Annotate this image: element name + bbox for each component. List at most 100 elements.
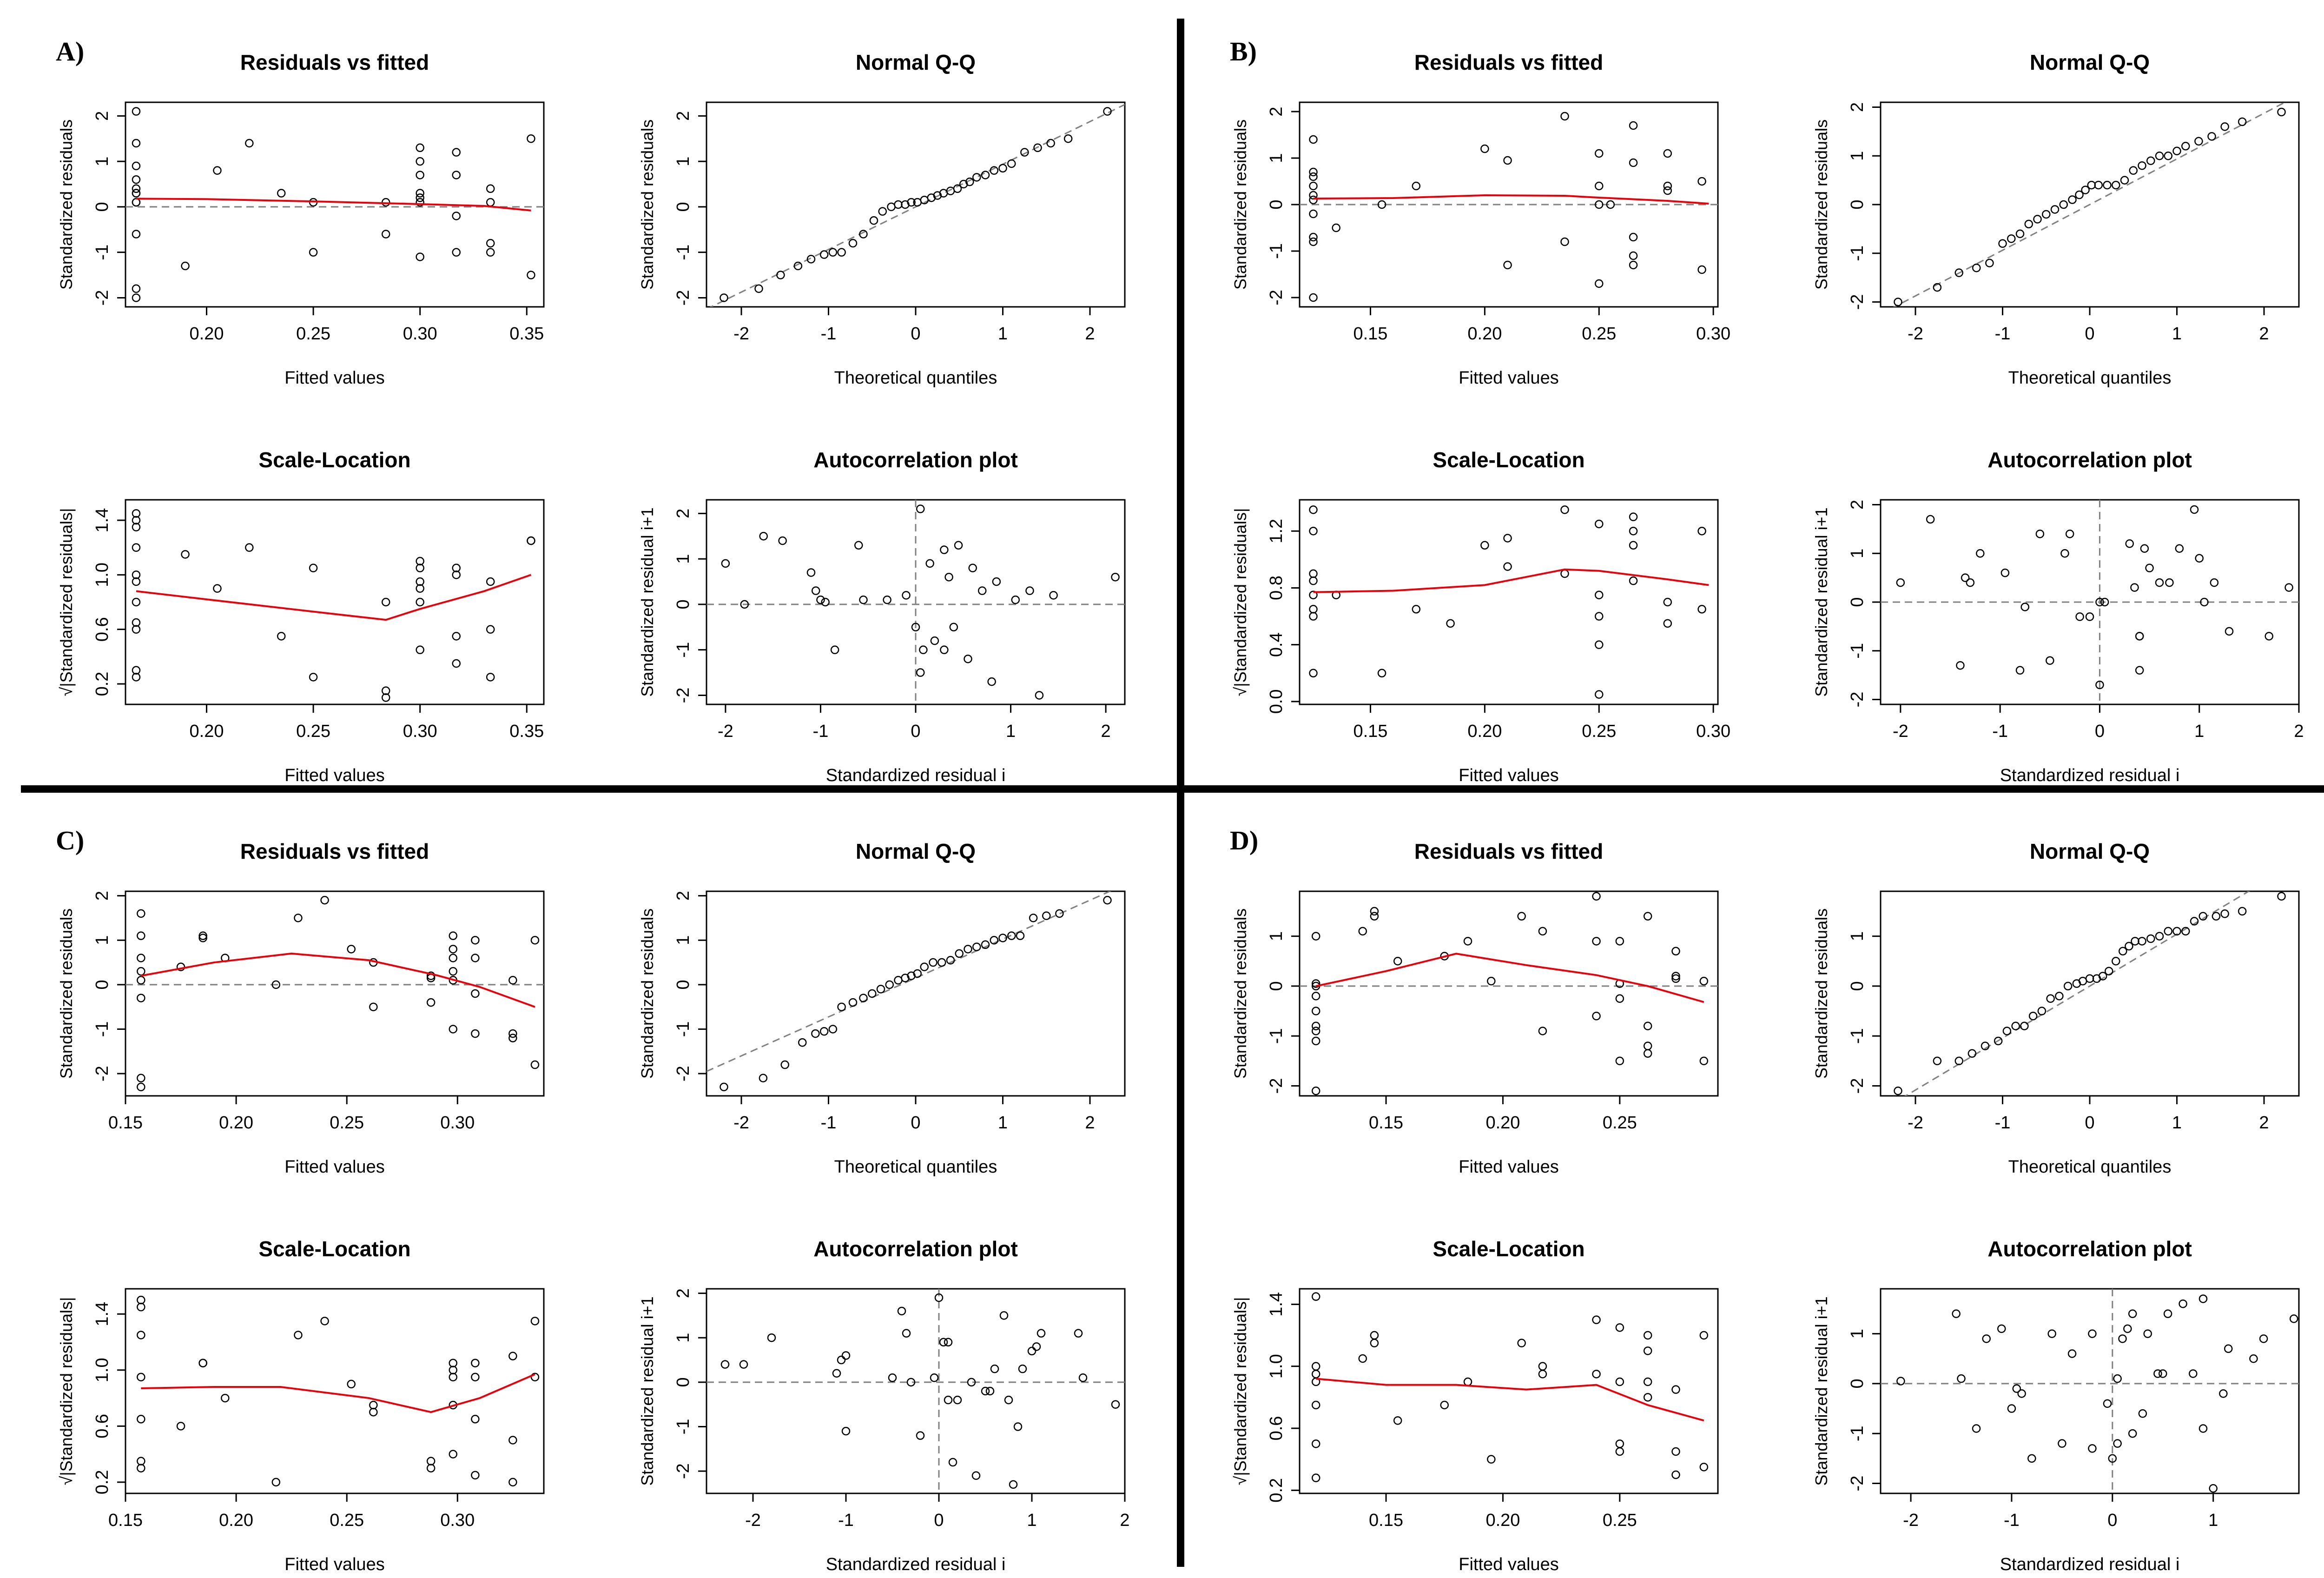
plot-scale: Scale-Location 0.15 0.20 0.25 0.30 0.0 0.4 0.8 1… [1231, 448, 1730, 785]
y-tick-label: 1 [1267, 931, 1286, 941]
data-point [1982, 1334, 1991, 1343]
data-point [1311, 1036, 1320, 1046]
data-point [1538, 1370, 1547, 1379]
data-point [132, 597, 141, 607]
y-tick-label: -2 [1267, 290, 1286, 305]
data-point [930, 636, 939, 645]
data-point [1311, 1400, 1320, 1410]
data-point [1595, 181, 1604, 191]
x-axis-label: Fitted values [1459, 1555, 1558, 1574]
data-point [277, 632, 286, 641]
y-tick-label: 0.6 [1267, 1416, 1286, 1441]
y-axis-label: Standardized residuals [1812, 119, 1831, 290]
y-tick-label: 2 [92, 111, 112, 121]
lowess-smoother-line [1313, 194, 1709, 205]
data-point [1643, 1393, 1652, 1402]
data-point [1663, 597, 1672, 607]
data-point [2277, 107, 2286, 117]
data-point [2189, 1369, 2198, 1378]
data-point [2238, 117, 2247, 126]
y-tick-label: 0.6 [92, 617, 112, 642]
plot-title: Residuals vs fitted [240, 50, 429, 74]
data-point [2158, 1369, 2167, 1378]
data-point [471, 1471, 480, 1480]
x-tick-label: 0.20 [219, 1113, 253, 1133]
x-tick-label: 0 [934, 1511, 944, 1530]
data-point [471, 935, 480, 945]
x-tick-label: -2 [718, 722, 733, 741]
data-point [1629, 251, 1638, 260]
y-tick-label: -2 [1267, 1078, 1286, 1094]
y-tick-label: 2 [1848, 500, 1867, 510]
data-point [471, 1359, 480, 1367]
data-point [2143, 1329, 2152, 1338]
plot-area [1881, 1289, 2299, 1493]
data-point [416, 252, 424, 261]
data-point [981, 171, 990, 179]
plot-area [1881, 500, 2299, 704]
plot-area [137, 1295, 540, 1487]
y-tick-label: 0.8 [1267, 576, 1286, 600]
data-point [1377, 669, 1386, 678]
data-point [998, 934, 1007, 942]
qq-reference-line [709, 104, 1125, 307]
data-point [2088, 1329, 2097, 1338]
plot-acf: Autocorrelation plot -2 -1 0 1 2 -2 -1 0 1 2 Standa… [638, 448, 1126, 785]
data-point [449, 954, 458, 962]
x-tick-label: 0.25 [296, 324, 330, 344]
plot-qq: Normal Q-Q -2 -1 0 1 2 -2 -1 0 1 2 Theoretical quan… [638, 839, 1126, 1177]
x-tick-label: 0.25 [1582, 722, 1616, 741]
data-point [2060, 549, 2069, 558]
data-point [1046, 139, 1055, 148]
data-point [1671, 1470, 1680, 1479]
data-point [2135, 666, 2144, 675]
data-point [944, 572, 953, 582]
data-point [2138, 1409, 2147, 1418]
data-point [2165, 578, 2174, 587]
data-point [1592, 892, 1601, 901]
data-point [806, 255, 816, 264]
lowess-smoother-line [136, 574, 532, 621]
x-axis-label: Fitted values [284, 368, 384, 388]
data-point [2125, 941, 2133, 951]
data-point [1663, 181, 1672, 191]
data-point [1016, 931, 1025, 940]
plot-scale: Scale-Location 0.15 0.20 0.25 0.2 0.6 1.0 1.4 Fi… [1231, 1237, 1719, 1574]
data-point [946, 956, 955, 965]
data-point [449, 1450, 458, 1459]
data-point [2035, 530, 2045, 538]
x-axis-label: Theoretical quantiles [834, 368, 997, 388]
data-point [1595, 640, 1604, 649]
data-point [1029, 914, 1038, 922]
data-point [137, 1464, 145, 1473]
data-point [981, 1386, 990, 1396]
data-point [137, 1074, 145, 1082]
y-axis-label: Standardized residual i+1 [1812, 1296, 1831, 1485]
y-tick-label: -2 [92, 1066, 112, 1081]
data-point [132, 175, 141, 184]
data-point [277, 189, 286, 198]
data-point [2138, 937, 2146, 946]
data-point [309, 673, 318, 682]
data-point [1896, 578, 1905, 587]
data-point [1954, 268, 1963, 277]
y-tick-label: 0 [92, 202, 112, 212]
data-point [2194, 137, 2203, 146]
data-point [972, 942, 981, 951]
data-point [1954, 1056, 1963, 1066]
y-tick-label: 0.0 [1267, 689, 1286, 714]
data-point [2103, 1399, 2112, 1408]
data-point [213, 166, 222, 175]
data-point [2138, 161, 2146, 170]
data-point [309, 564, 318, 572]
x-tick-label: 0.15 [1353, 324, 1387, 344]
data-point [819, 1027, 829, 1036]
data-point [916, 668, 925, 677]
data-point [486, 248, 495, 257]
data-point [452, 171, 461, 179]
plot-area [706, 500, 1125, 704]
data-point [1412, 605, 1421, 614]
y-tick-label: 2 [673, 111, 693, 121]
data-point [1643, 1331, 1652, 1340]
